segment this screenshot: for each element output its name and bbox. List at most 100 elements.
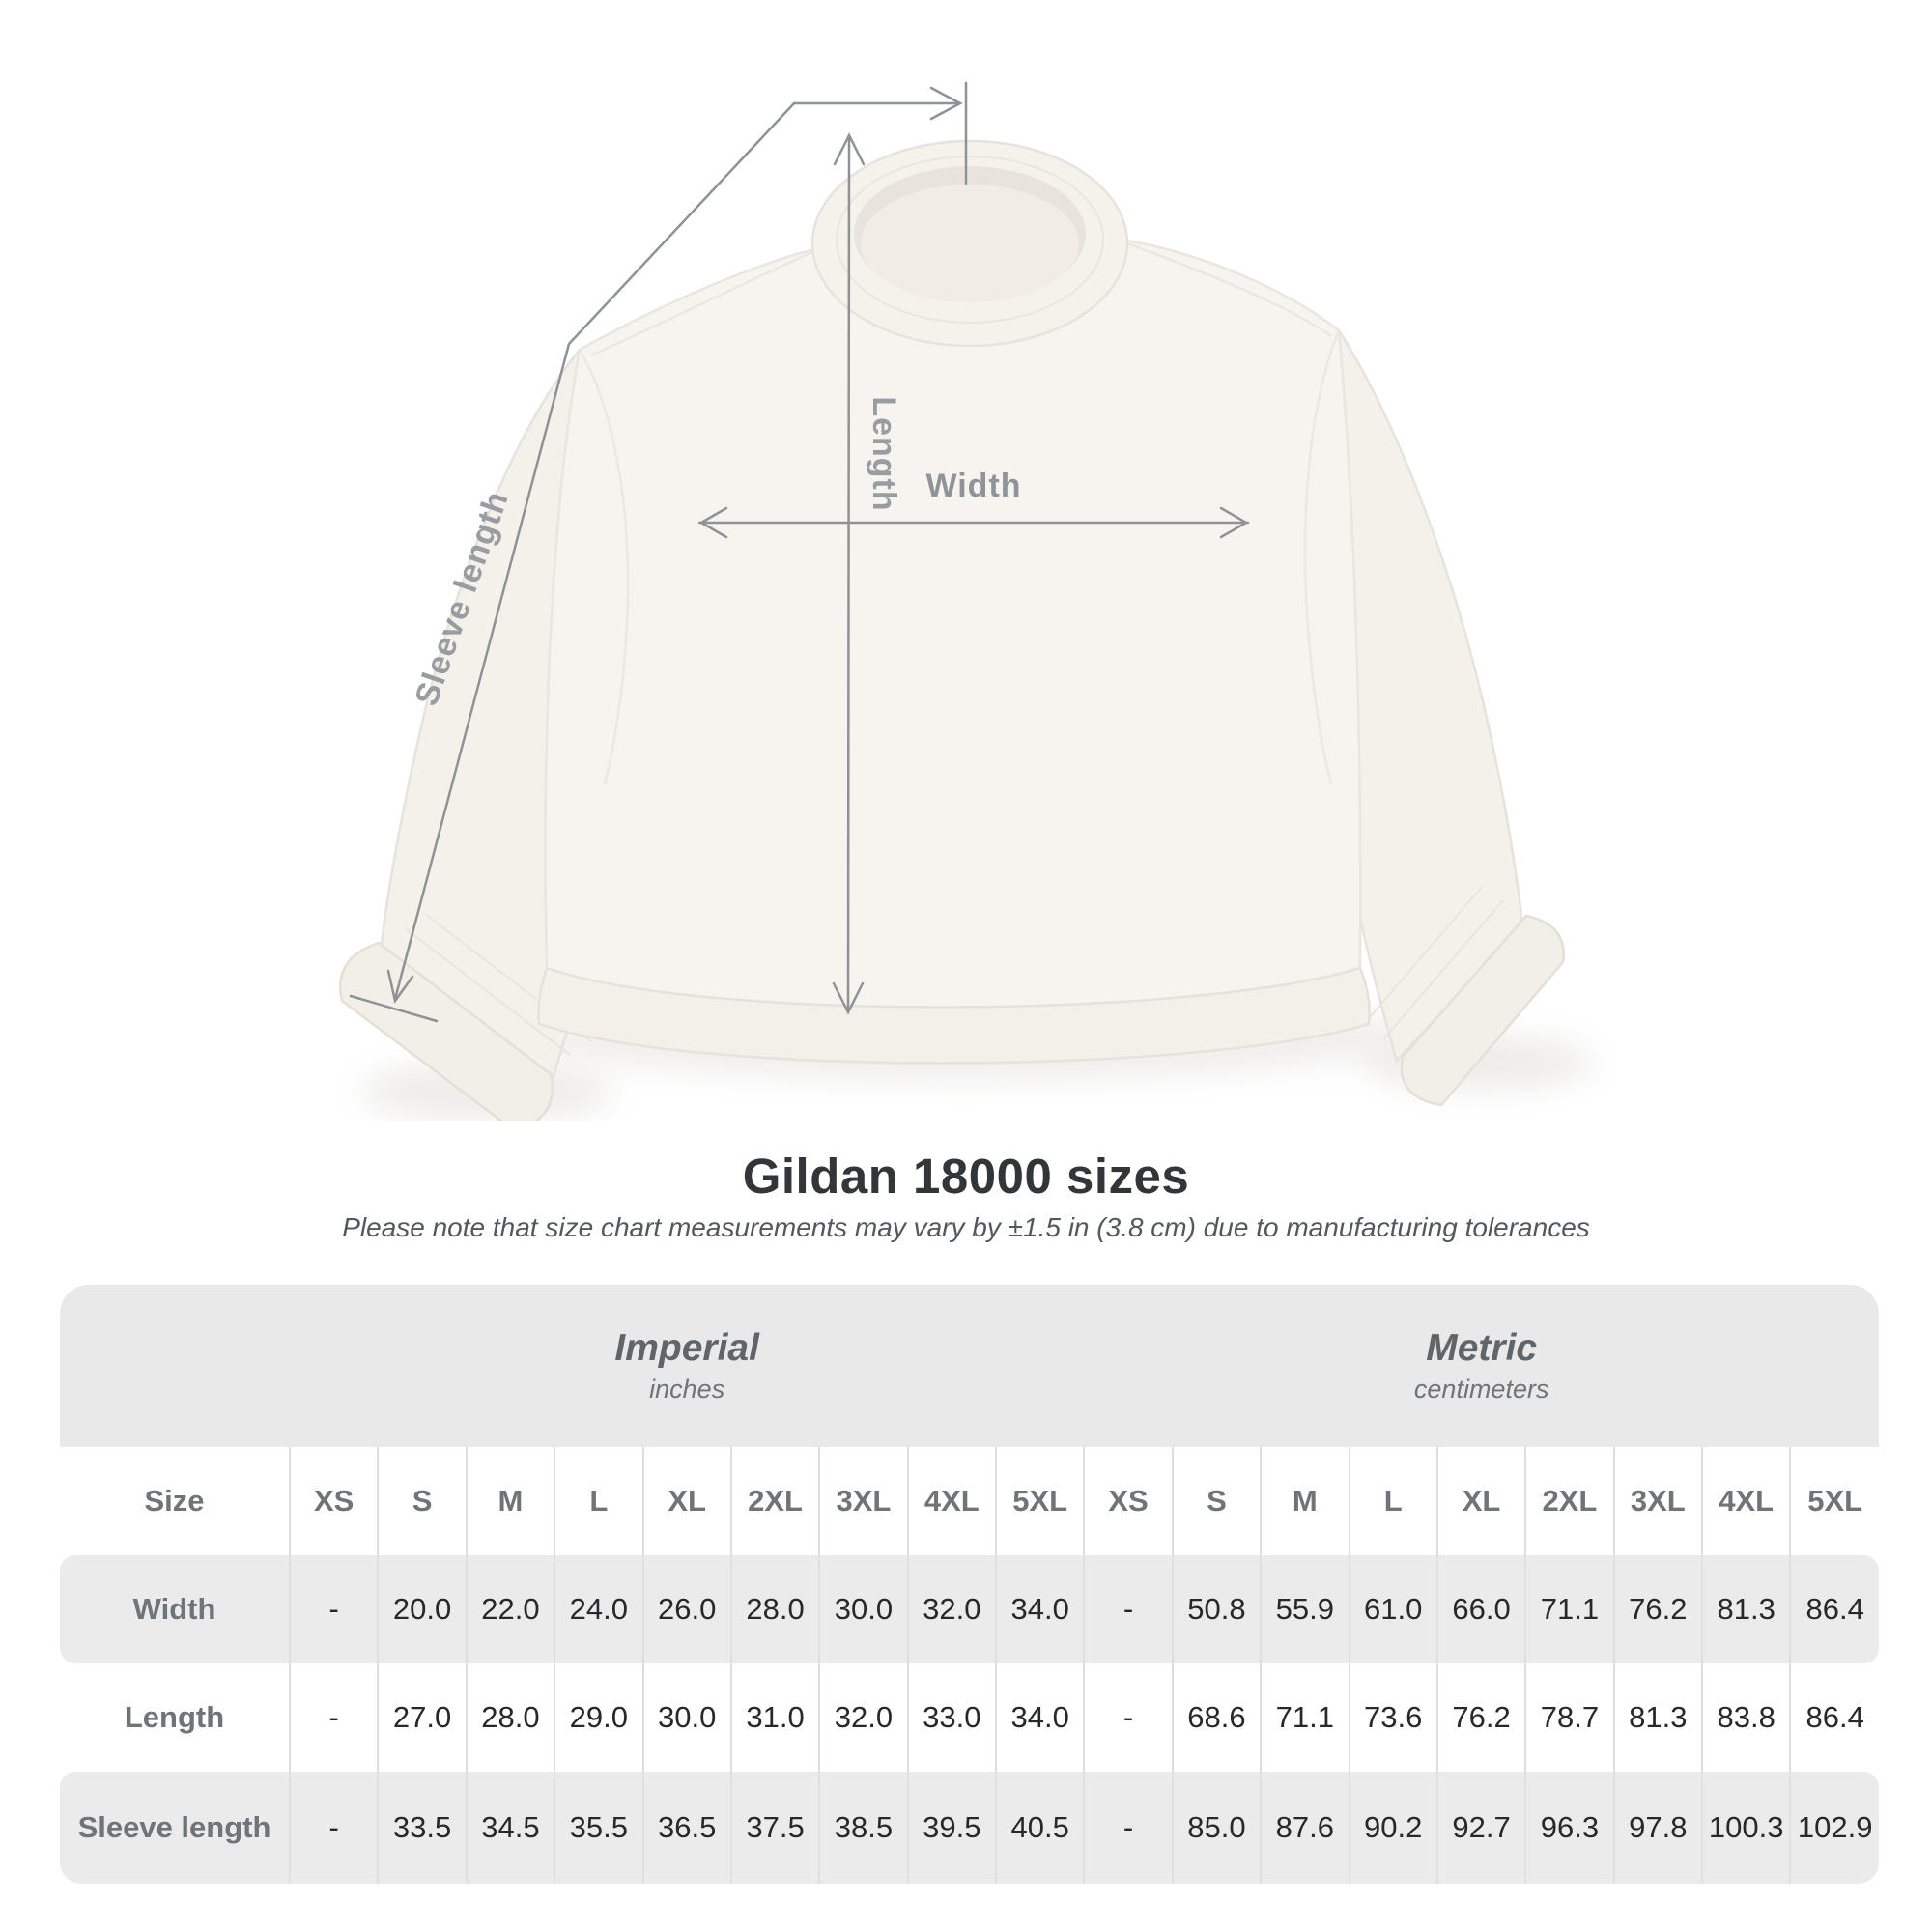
size-cell-imperial: XL <box>641 1447 731 1555</box>
sleeve-value-metric: 96.3 <box>1524 1772 1614 1884</box>
size-cell-metric: 4XL <box>1700 1447 1791 1555</box>
sweatshirt-measurement-figure: Length Width Sleeve length <box>339 81 1594 1121</box>
size-chart: Imperial inches Metric centimeters Size … <box>60 1285 1879 1884</box>
width-value-imperial: 34.0 <box>994 1555 1085 1663</box>
sleeve-value-imperial: 35.5 <box>554 1772 643 1884</box>
size-header-row: Size XS S M L XL 2XL 3XL 4XL 5XL XS S M L XL 2XL 3XL 4X… <box>60 1447 1879 1555</box>
width-value-metric: 50.8 <box>1171 1555 1262 1663</box>
width-value-metric: 66.0 <box>1435 1555 1526 1663</box>
sleeve-value-imperial: 38.5 <box>818 1772 908 1884</box>
length-value-metric: 76.2 <box>1435 1663 1526 1772</box>
sleeve-value-imperial: 36.5 <box>641 1772 731 1884</box>
width-value-metric: 81.3 <box>1700 1555 1791 1663</box>
size-cell-imperial: 3XL <box>818 1447 908 1555</box>
width-value-imperial: 30.0 <box>818 1555 908 1663</box>
width-value-imperial: - <box>288 1555 379 1663</box>
sleeve-value-imperial: 34.5 <box>465 1772 555 1884</box>
size-cell-imperial: 5XL <box>994 1447 1085 1555</box>
size-cell-metric: 2XL <box>1524 1447 1614 1555</box>
length-value-metric: 86.4 <box>1789 1663 1879 1772</box>
page-title: Gildan 18000 sizes <box>742 1149 1190 1204</box>
length-arrow <box>832 132 866 1015</box>
length-value-imperial: 31.0 <box>729 1663 820 1772</box>
sleeve-value-imperial: 39.5 <box>906 1772 996 1884</box>
size-cell-imperial: S <box>377 1447 467 1555</box>
length-value-imperial: 30.0 <box>641 1663 731 1772</box>
size-cell-imperial: M <box>465 1447 555 1555</box>
size-chart-table: Imperial inches Metric centimeters Size … <box>60 1285 1879 1884</box>
size-cell-metric: S <box>1171 1447 1262 1555</box>
width-value-imperial: 24.0 <box>554 1555 643 1663</box>
width-value-metric: 71.1 <box>1524 1555 1614 1663</box>
length-value-metric: 83.8 <box>1700 1663 1791 1772</box>
length-value-metric: 68.6 <box>1171 1663 1262 1772</box>
imperial-header: Imperial inches <box>290 1285 1085 1447</box>
unit-header-row: Imperial inches Metric centimeters <box>60 1285 1879 1447</box>
row-label-width: Width <box>60 1555 290 1663</box>
width-value-metric: - <box>1083 1555 1173 1663</box>
sleeve-value-imperial: 33.5 <box>377 1772 467 1884</box>
width-label: Width <box>925 468 1021 504</box>
width-value-imperial: 20.0 <box>377 1555 467 1663</box>
sleeve-value-imperial: 40.5 <box>994 1772 1085 1884</box>
length-value-metric: 71.1 <box>1260 1663 1350 1772</box>
tolerance-note: Please note that size chart measurements… <box>342 1212 1590 1242</box>
sweatshirt-illustration <box>339 139 1565 1121</box>
length-value-metric: 78.7 <box>1524 1663 1614 1772</box>
row-label-length: Length <box>60 1663 290 1772</box>
length-value-imperial: 33.0 <box>906 1663 996 1772</box>
size-cell-imperial: XS <box>288 1447 379 1555</box>
size-cell-imperial: L <box>554 1447 643 1555</box>
width-arrow <box>697 506 1250 539</box>
metric-subtitle: centimeters <box>1413 1374 1549 1404</box>
sleeve-value-imperial: - <box>288 1772 379 1884</box>
table-row-sleeve-length: Sleeve length -33.5 34.5 35.5 36.5 37.5 38.5 3… <box>60 1772 1879 1884</box>
sleeve-value-metric: 92.7 <box>1435 1772 1526 1884</box>
sleeve-value-metric: 100.3 <box>1700 1772 1791 1884</box>
length-value-metric: 73.6 <box>1348 1663 1437 1772</box>
length-value-imperial: - <box>288 1663 379 1772</box>
sleeve-value-metric: 97.8 <box>1612 1772 1702 1884</box>
size-cell-metric: 5XL <box>1789 1447 1879 1555</box>
width-value-metric: 61.0 <box>1348 1555 1437 1663</box>
measurement-lines <box>349 81 1250 1023</box>
length-value-metric: 81.3 <box>1612 1663 1702 1772</box>
table-row-width: Width -20.0 22.0 24.0 26.0 28.0 30.0 32.0 34.0 … <box>60 1555 1879 1663</box>
width-value-imperial: 28.0 <box>729 1555 820 1663</box>
length-value-imperial: 29.0 <box>554 1663 643 1772</box>
size-header-label: Size <box>60 1447 290 1555</box>
length-value-imperial: 28.0 <box>465 1663 555 1772</box>
width-value-metric: 55.9 <box>1260 1555 1350 1663</box>
sleeve-value-metric: 87.6 <box>1260 1772 1350 1884</box>
length-value-imperial: 27.0 <box>377 1663 467 1772</box>
size-cell-metric: XS <box>1083 1447 1173 1555</box>
length-label: Length <box>866 396 902 511</box>
sleeve-value-metric: - <box>1083 1772 1173 1884</box>
size-cell-metric: L <box>1348 1447 1437 1555</box>
size-cell-imperial: 2XL <box>729 1447 820 1555</box>
unit-header-spacer <box>60 1285 290 1447</box>
sleeve-value-imperial: 37.5 <box>729 1772 820 1884</box>
sleeve-value-metric: 102.9 <box>1789 1772 1879 1884</box>
width-value-imperial: 32.0 <box>906 1555 996 1663</box>
size-cell-metric: XL <box>1435 1447 1526 1555</box>
length-value-imperial: 34.0 <box>994 1663 1085 1772</box>
length-value-metric: - <box>1083 1663 1173 1772</box>
row-label-sleeve-length: Sleeve length <box>60 1772 290 1884</box>
size-cell-metric: 3XL <box>1612 1447 1702 1555</box>
width-value-imperial: 22.0 <box>465 1555 555 1663</box>
metric-header: Metric centimeters <box>1084 1285 1879 1447</box>
size-cell-imperial: 4XL <box>906 1447 996 1555</box>
table-row-length: Length -27.0 28.0 29.0 30.0 31.0 32.0 33.0 34.0… <box>60 1663 1879 1772</box>
size-cell-metric: M <box>1260 1447 1350 1555</box>
metric-title: Metric <box>1426 1327 1538 1370</box>
sleeve-value-metric: 85.0 <box>1171 1772 1262 1884</box>
sleeve-value-metric: 90.2 <box>1348 1772 1437 1884</box>
sleeve-length-arrow <box>349 81 968 1023</box>
width-value-imperial: 26.0 <box>641 1555 731 1663</box>
length-value-imperial: 32.0 <box>818 1663 908 1772</box>
width-value-metric: 86.4 <box>1789 1555 1879 1663</box>
imperial-subtitle: inches <box>649 1374 725 1404</box>
width-value-metric: 76.2 <box>1612 1555 1702 1663</box>
